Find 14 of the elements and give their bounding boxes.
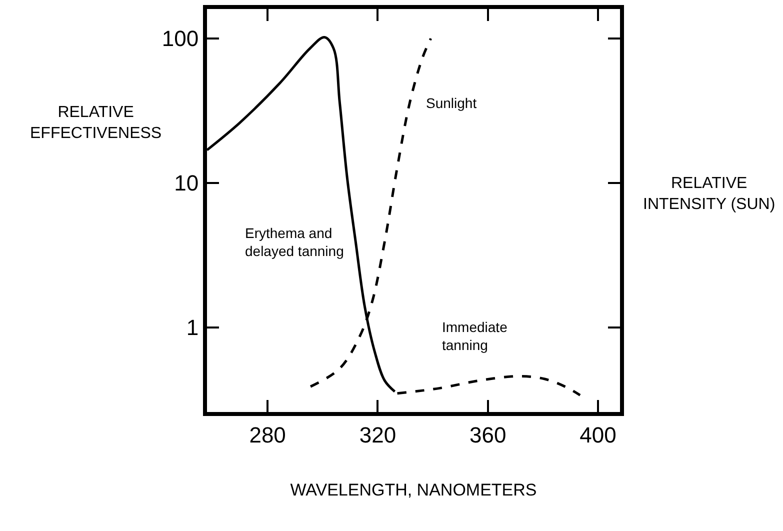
x-tick-label: 400 [580,422,616,448]
series-label: Sunlight [426,95,477,111]
x-tick-label: 360 [469,422,506,448]
y-axis-title: RELATIVE EFFECTIVENESS [30,104,162,142]
x-tick-label: 280 [249,422,286,448]
series-label: Immediate tanning [442,319,508,354]
line-series [396,374,582,396]
x-tick-label: 320 [359,422,396,448]
y2-axis-title: RELATIVE INTENSITY (SUN) [643,175,776,213]
y-tick-label: 100 [162,26,199,52]
x-axis-title: WAVELENGTH, NANOMETERS [290,480,537,500]
y-tick-label: 1 [186,315,199,340]
series-label: Erythema and delayed tanning [245,225,344,260]
y-tick-label: 10 [174,170,199,196]
